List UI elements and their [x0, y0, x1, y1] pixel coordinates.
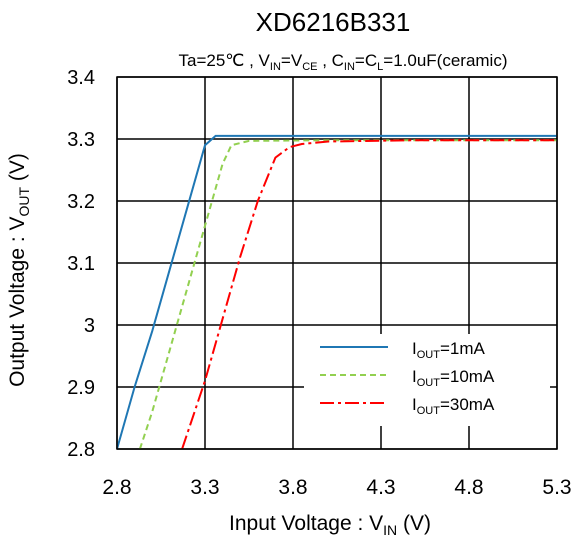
subtitle-sub: IN — [344, 61, 355, 73]
y-axis-label-main: Output Voltage : V — [6, 216, 29, 386]
x-tick-labels: 2.8 3.3 3.8 4.3 4.8 5.3 — [102, 476, 571, 499]
y-tick-label: 3.2 — [67, 191, 95, 213]
x-axis-label: Input Voltage : VIN (V) — [229, 512, 431, 537]
x-tick-label: 3.8 — [278, 476, 307, 499]
legend-label-10mA: IOUT=10mA — [412, 367, 495, 389]
y-tick-labels: 2.8 2.9 3 3.1 3.2 3.3 3.4 — [67, 67, 95, 461]
legend-label-prefix: I — [412, 339, 417, 358]
x-tick-label: 2.8 — [102, 476, 131, 499]
subtitle-part: =1.0uF(ceramic) — [383, 51, 507, 70]
x-axis-label-unit: (V) — [397, 512, 431, 535]
x-axis-label-sub: IN — [383, 522, 397, 537]
series-line-1mA — [116, 134, 557, 450]
series-line-30mA — [181, 139, 557, 450]
y-tick-label: 2.9 — [67, 377, 95, 399]
subtitle-sub: CE — [302, 61, 317, 73]
legend-label-suffix: =30mA — [440, 395, 495, 414]
y-tick-label: 2.8 — [67, 439, 95, 461]
subtitle-part: Ta=25℃ , V — [179, 51, 271, 70]
y-tick-label: 3.3 — [67, 129, 95, 151]
y-tick-label: 3.1 — [67, 253, 95, 275]
subtitle-sub: IN — [270, 61, 281, 73]
legend-label-sub: OUT — [417, 349, 441, 361]
x-tick-label: 4.8 — [454, 476, 483, 499]
y-axis-label-sub: OUT — [16, 186, 32, 216]
x-axis-label-main: Input Voltage : V — [229, 512, 383, 535]
series-line-10mA — [138, 139, 557, 450]
y-axis-label: Output Voltage : VOUT (V) — [6, 153, 32, 387]
subtitle-part: =V — [281, 51, 303, 70]
legend-label-suffix: =10mA — [440, 367, 495, 386]
y-tick-label: 3.4 — [67, 67, 95, 89]
subtitle-part: =C — [355, 51, 377, 70]
y-axis-label-unit: (V) — [6, 153, 29, 187]
legend-label-suffix: =1mA — [440, 339, 486, 358]
legend-label-sub: OUT — [417, 377, 441, 389]
legend-box — [304, 334, 550, 426]
x-tick-label: 4.3 — [366, 476, 395, 499]
legend-label-prefix: I — [412, 367, 417, 386]
x-tick-label: 3.3 — [190, 476, 219, 499]
chart-title: XD6216B331 — [256, 7, 411, 37]
series-layer — [116, 134, 557, 450]
subtitle-sub: L — [377, 61, 383, 73]
legend-label-prefix: I — [412, 395, 417, 414]
plot-frame — [116, 76, 558, 450]
y-tick-label: 3 — [84, 315, 95, 337]
legend-label-1mA: IOUT=1mA — [412, 339, 486, 361]
legend-label-30mA: IOUT=30mA — [412, 395, 495, 417]
chart-subtitle: Ta=25℃ , VIN=VCE , CIN=CL=1.0uF(ceramic) — [179, 51, 508, 73]
x-tick-label: 5.3 — [542, 476, 571, 499]
subtitle-part: , C — [317, 51, 343, 70]
legend-label-sub: OUT — [417, 405, 441, 417]
